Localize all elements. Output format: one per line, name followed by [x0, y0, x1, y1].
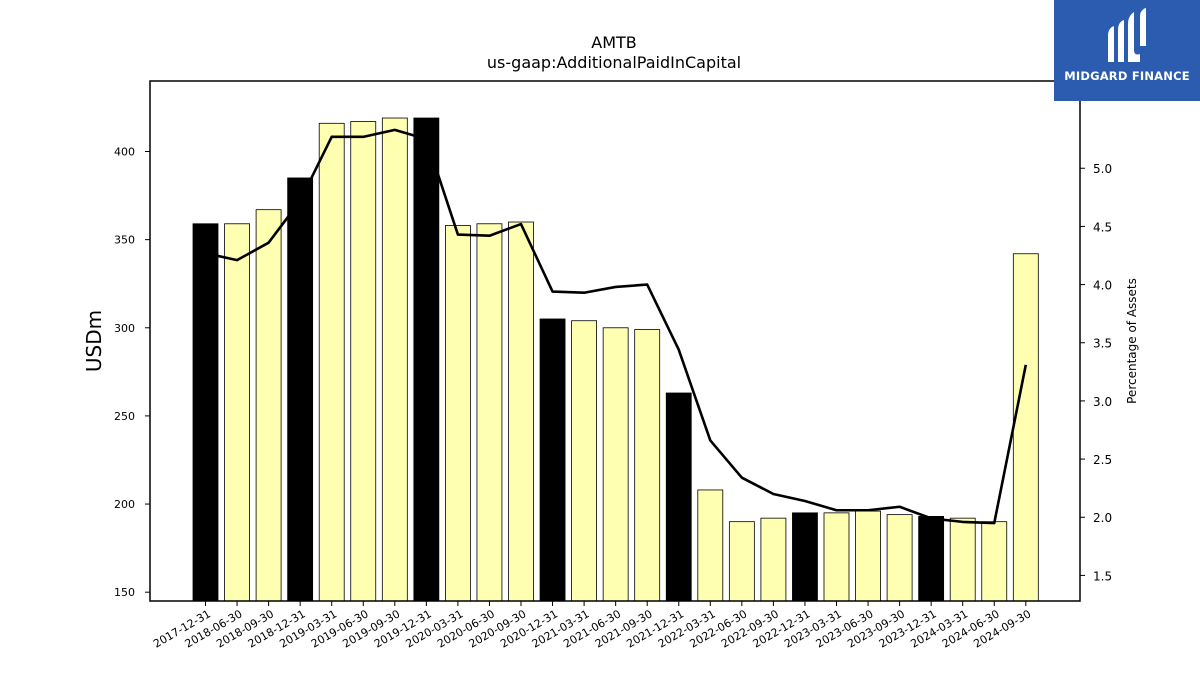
- bar-2019-09-30: [381, 117, 408, 602]
- bar-2023-03-31: [823, 512, 850, 602]
- bar-2021-12-31: [665, 392, 692, 602]
- bar-2021-03-31: [571, 320, 597, 602]
- bar-2022-06-30: [728, 521, 755, 602]
- y2-tick-label-4.0: 4.0: [1093, 279, 1112, 293]
- bar-2023-06-30: [855, 510, 881, 602]
- y-axis-right: 1.5 2.0 2.5 3.0 3.5 4.0 4.5 5.0: [1080, 162, 1112, 583]
- y-tick-label-200: 200: [114, 498, 135, 511]
- bar-2023-12-31: [918, 515, 945, 602]
- brand-logo-panel: MIDGARD FINANCE: [1054, 0, 1200, 101]
- bar-2024-03-31: [949, 517, 976, 602]
- bar-2019-12-31: [413, 117, 440, 602]
- bar-2018-09-30: [255, 209, 282, 602]
- y-axis-right-label: Percentage of Assets: [1125, 278, 1139, 404]
- bar-2020-03-31: [444, 225, 471, 602]
- plot-area-frame: [149, 80, 1081, 602]
- y2-tick-label-2.0: 2.0: [1093, 511, 1112, 525]
- y-tick-label-300: 300: [114, 322, 135, 335]
- y2-tick-label-4.5: 4.5: [1093, 220, 1112, 234]
- y2-tick-label-3.5: 3.5: [1093, 337, 1112, 351]
- bar-2022-12-31: [792, 512, 818, 602]
- bar-2020-12-31: [539, 318, 566, 602]
- bars-group: [192, 117, 1039, 602]
- y-axis-left-label: USDm: [82, 310, 106, 372]
- bar-2024-06-30: [981, 521, 1008, 602]
- percentage-line-group: [205, 128, 1028, 525]
- bar-2017-12-31: [192, 223, 219, 602]
- bar-2024-09-30: [1012, 253, 1039, 602]
- y-tick-label-400: 400: [114, 146, 135, 159]
- y-axis-left: 150 200 250 300 350 400: [114, 146, 150, 599]
- bar-2022-09-30: [760, 517, 787, 602]
- brand-name: MIDGARD FINANCE: [1064, 69, 1190, 83]
- bar-2020-06-30: [476, 223, 503, 602]
- y-tick-label-250: 250: [114, 410, 135, 423]
- bar-2022-03-31: [697, 489, 724, 602]
- x-axis: 2017-12-312018-06-302018-09-302018-12-31…: [151, 601, 1033, 651]
- y-tick-label-150: 150: [114, 586, 135, 599]
- bar-2018-06-30: [224, 223, 250, 602]
- chart-subtitle: us-gaap:AdditionalPaidInCapital: [487, 53, 741, 72]
- bar-2019-06-30: [350, 121, 377, 602]
- y2-tick-label-3.0: 3.0: [1093, 395, 1112, 409]
- bar-2021-06-30: [602, 327, 629, 602]
- chart-title: AMTB: [591, 33, 637, 52]
- bar-2018-12-31: [287, 177, 314, 602]
- y-tick-label-350: 350: [114, 234, 135, 247]
- y2-tick-label-5.0: 5.0: [1093, 162, 1112, 176]
- bar-2019-03-31: [318, 122, 345, 602]
- bar-2021-09-30: [634, 329, 661, 602]
- mf-logo-icon: [1108, 8, 1146, 62]
- percentage-of-assets-line: [205, 128, 1028, 525]
- bar-2020-09-30: [508, 221, 534, 602]
- bar-2023-09-30: [886, 514, 913, 602]
- y2-tick-label-2.5: 2.5: [1093, 453, 1112, 467]
- y2-tick-label-1.5: 1.5: [1093, 569, 1112, 583]
